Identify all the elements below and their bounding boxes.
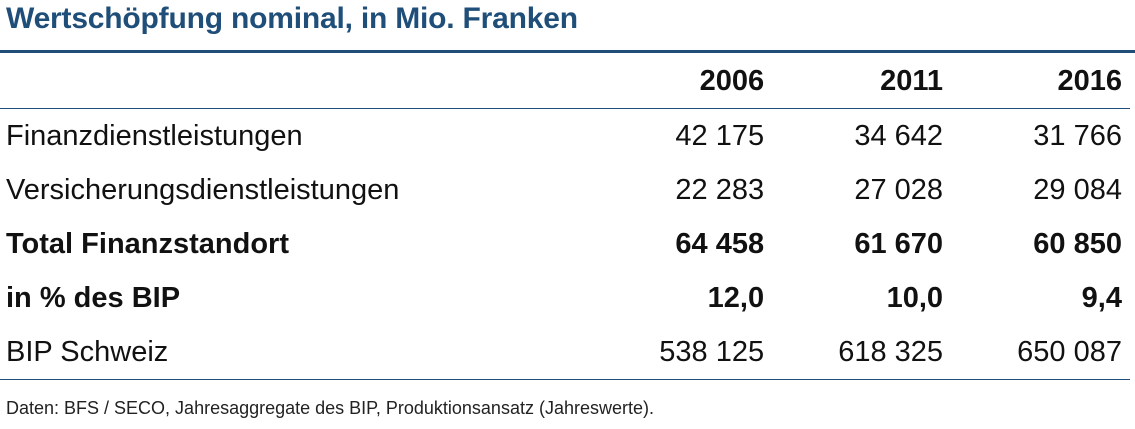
table-row-versicherungsdienstleistungen: Versicherungsdienstleistungen 22 283 27 …: [0, 163, 1130, 217]
cell-2006: 42 175: [675, 119, 765, 152]
cell-2016: 60 850: [1033, 227, 1122, 260]
cell-2011: 10,0: [886, 281, 944, 314]
cell-2011: 27 028: [854, 173, 944, 206]
cell-2016: 31 766: [1033, 119, 1122, 152]
cell-2011: 61 670: [854, 227, 944, 260]
row-label: in % des BIP: [6, 281, 181, 314]
cell-2016: 650 087: [951, 325, 1130, 380]
table-title: Wertschöpfung nominal, in Mio. Franken: [6, 2, 578, 35]
cell-2006: 22 283: [675, 173, 765, 206]
table-row-finanzdienstleistungen: Finanzdienstleistungen 42 175 34 642 31 …: [0, 109, 1130, 164]
row-label: BIP Schweiz: [0, 325, 594, 380]
column-header-2011: 2011: [772, 54, 952, 109]
cell-2011: 34 642: [854, 119, 944, 152]
row-label: Finanzdienstleistungen: [6, 119, 303, 152]
column-header-2016: 2016: [951, 54, 1130, 109]
cell-2016: 9,4: [1081, 281, 1122, 314]
row-label: Versicherungsdienstleistungen: [6, 173, 400, 206]
value-added-table: 2006 2011 2016 Finanzdienstleistungen 42…: [0, 54, 1130, 380]
cell-2006: 538 125: [593, 325, 773, 380]
cell-2016: 29 084: [1033, 173, 1122, 206]
title-divider: [0, 50, 1135, 53]
cell-2011: 618 325: [772, 325, 952, 380]
source-note: Daten: BFS / SECO, Jahresaggregate des B…: [6, 398, 654, 418]
table-row-bip-schweiz: BIP Schweiz 538 125 618 325 650 087: [0, 325, 1130, 380]
column-header-2006: 2006: [593, 54, 773, 109]
table-header-row: 2006 2011 2016: [0, 54, 1130, 109]
row-label: Total Finanzstandort: [6, 227, 290, 260]
row-label-header: [0, 54, 594, 109]
table-row-total-finanzstandort: Total Finanzstandort 64 458 61 670 60 85…: [0, 217, 1130, 271]
table-row-percent-bip: in % des BIP 12,0 10,0 9,4: [0, 271, 1130, 325]
cell-2006: 64 458: [675, 227, 765, 260]
cell-2006: 12,0: [707, 281, 765, 314]
